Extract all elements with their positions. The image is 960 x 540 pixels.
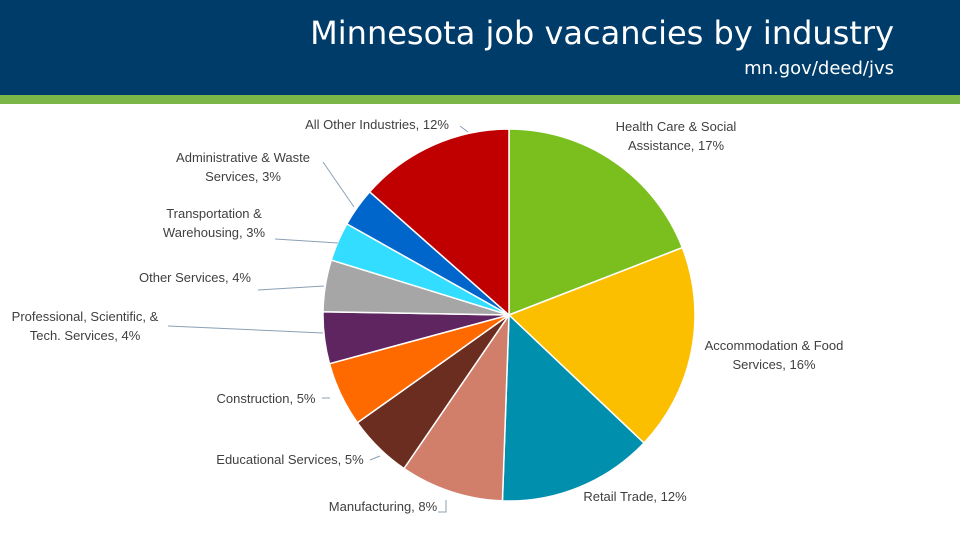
slice-label-line: Services, 3%	[205, 169, 281, 184]
slice-label-line: Services, 16%	[732, 357, 816, 372]
slice-label-line: Manufacturing, 8%	[329, 499, 438, 514]
page-subtitle: mn.gov/deed/jvs	[744, 58, 894, 79]
header-bar: Minnesota job vacancies by industry mn.g…	[0, 0, 960, 95]
slice-label-line: Transportation &	[166, 206, 262, 221]
leader-line	[257, 285, 325, 291]
slice-label-line: Accommodation & Food	[705, 338, 844, 353]
leader-line	[274, 238, 339, 244]
slice-label-line: Retail Trade, 12%	[583, 489, 687, 504]
pie-chart: Health Care & Social Assistance, 17% Accom…	[12, 117, 844, 514]
slice-label-line: Professional, Scientific, &	[12, 309, 159, 324]
slice-label-line: Assistance, 17%	[628, 138, 725, 153]
leader-lines	[167, 125, 469, 513]
leader-line	[438, 500, 447, 513]
slice-label: Administrative & Waste Services, 3%	[176, 150, 310, 184]
slice-label: Transportation & Warehousing, 3%	[163, 206, 266, 240]
slice-label: Retail Trade, 12%	[583, 489, 687, 504]
slice-label-line: Administrative & Waste	[176, 150, 310, 165]
page-title: Minnesota job vacancies by industry	[310, 14, 894, 52]
slice-label: Construction, 5%	[217, 391, 316, 406]
slice-label: Health Care & Social Assistance, 17%	[616, 119, 737, 153]
slice-label: Manufacturing, 8%	[329, 499, 438, 514]
header-stripe	[0, 95, 960, 104]
slice-label: Educational Services, 5%	[216, 452, 364, 467]
slice-label-line: Construction, 5%	[217, 391, 316, 406]
slice-labels: Health Care & Social Assistance, 17% Accom…	[12, 117, 844, 514]
slice-label: Accommodation & Food Services, 16%	[705, 338, 844, 372]
pie-slice	[508, 128, 684, 317]
pie-slice	[507, 246, 696, 445]
slice-label-line: Health Care & Social	[616, 119, 737, 134]
leader-line	[167, 325, 324, 334]
slice-label: Professional, Scientific, & Tech. Service…	[12, 309, 159, 343]
slice-label-line: Educational Services, 5%	[216, 452, 364, 467]
slice-label-line: All Other Industries, 12%	[305, 117, 449, 132]
pie-slice	[501, 313, 646, 502]
leader-line	[459, 125, 469, 133]
slice-label: Other Services, 4%	[139, 270, 251, 285]
slice-label: All Other Industries, 12%	[305, 117, 449, 132]
slice-label-line: Warehousing, 3%	[163, 225, 266, 240]
leader-line	[322, 161, 355, 208]
pie-slice	[368, 128, 510, 317]
pie-slices	[322, 128, 696, 502]
leader-line	[369, 455, 381, 461]
slice-label-line: Other Services, 4%	[139, 270, 251, 285]
pie-slice	[402, 312, 510, 502]
slice-label-line: Tech. Services, 4%	[30, 328, 141, 343]
